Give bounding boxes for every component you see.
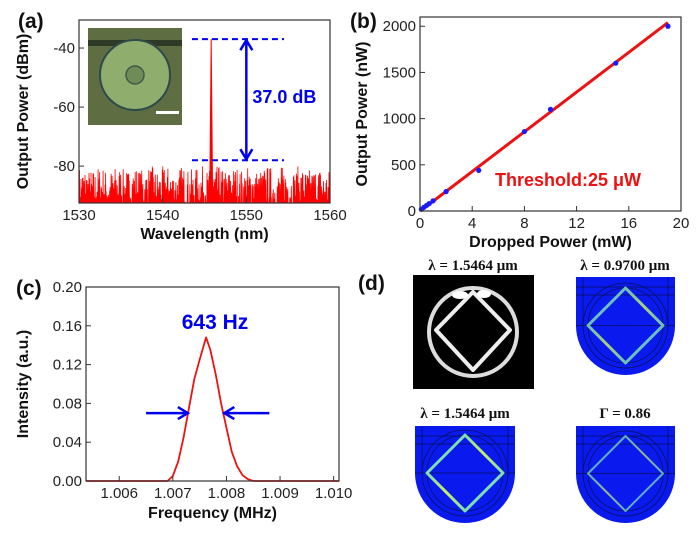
y-tick-label: -40	[53, 40, 75, 57]
y-tick-label: 0.00	[53, 473, 82, 490]
image-label-gamma: Γ = 0.86	[599, 406, 651, 422]
x-axis-title: Wavelength (nm)	[140, 226, 268, 243]
panel-c-linewidth: 643 Hz 1.006 1.007 1.008 1.009 1.010 0.00 0.04 0…	[15, 279, 352, 522]
image-label-0970: λ = 0.9700 μm	[580, 258, 670, 274]
threshold-annotation: Threshold:25 μW	[495, 170, 641, 190]
beat-spectrum-line	[86, 336, 339, 482]
noise-floor-line	[79, 166, 330, 203]
data-point	[521, 128, 528, 135]
data-point	[430, 198, 436, 204]
data-point	[547, 106, 554, 112]
outer-ring	[421, 429, 509, 517]
x-tick-label: 0	[416, 215, 424, 232]
y-tick-label: -80	[53, 158, 75, 175]
inset-scale-bar	[156, 111, 179, 114]
arrow-head-up	[239, 37, 254, 51]
y-tick-label: -60	[53, 99, 75, 116]
x-axis-title: Dropped Power (mW)	[469, 234, 632, 251]
whispering-gallery-mode-pattern	[587, 435, 664, 512]
inset-pedestal	[125, 65, 145, 85]
panel-label-b: (b)	[350, 10, 377, 33]
whispering-gallery-mode-pattern	[586, 286, 665, 365]
inset-micrograph	[88, 28, 182, 125]
simulated-mode-0970	[576, 277, 675, 375]
outer-ring	[582, 282, 669, 369]
x-tick-label: 1540	[146, 207, 179, 224]
linear-fit-line	[419, 21, 669, 213]
mode-overlap-image	[576, 426, 675, 523]
y-tick-label: 1000	[383, 111, 416, 128]
x-tick-label: 20	[673, 215, 690, 232]
x-tick-label: 1.010	[315, 485, 353, 502]
image-label-measured: λ = 1.5464 μm	[428, 258, 518, 274]
image-label-15464: λ = 1.5464 μm	[420, 406, 510, 422]
x-tick-label: 1.008	[208, 485, 246, 502]
y-tick-label: 0.04	[53, 434, 82, 451]
data-point	[613, 60, 619, 66]
fwhm-arrow-right-head	[221, 406, 235, 421]
y-tick-label: 0.20	[53, 279, 82, 296]
data-point	[426, 201, 432, 207]
fwhm-arrow-left-head	[177, 406, 191, 421]
plot-frame	[78, 19, 331, 204]
waveguide-shape	[576, 426, 675, 523]
x-tick-label: 1.007	[154, 485, 192, 502]
x-tick-label: 4	[468, 215, 476, 232]
difference-annotation: 37.0 dB	[252, 87, 316, 107]
plot-frame	[85, 286, 340, 482]
x-tick-label: 8	[520, 215, 528, 232]
x-axis-title: Frequency (MHz)	[148, 505, 277, 522]
waveguide-shape	[415, 426, 515, 523]
outer-ring	[582, 430, 669, 517]
x-tick-label: 1530	[62, 207, 95, 224]
y-tick-label: 1500	[383, 64, 416, 81]
panel-a-spectrum: 37.0 dB 1530 1540 1550 1560 -40 -60 -80 Waveleng…	[15, 19, 347, 243]
waveguide-shape	[576, 277, 675, 375]
whispering-gallery-mode-pattern	[425, 433, 505, 513]
y-tick-label: 0.08	[53, 395, 82, 412]
lasing-peak	[209, 39, 214, 203]
panel-label-d: (d)	[358, 272, 385, 295]
arrow-head-down	[239, 148, 254, 162]
x-tick-label: 12	[568, 215, 585, 232]
panel-d-mode-images: λ = 1.5464 μm λ = 0.9700 μm λ = 1.5464 μ…	[413, 258, 675, 523]
x-tick-label: 16	[620, 215, 637, 232]
panel-label-c: (c)	[16, 277, 42, 300]
y-axis-title: Output Power (dBm)	[15, 34, 32, 190]
y-axis-title: Intensity (a.u.)	[15, 330, 32, 438]
x-tick-label: 1.009	[261, 485, 299, 502]
spectrum-series	[79, 39, 330, 203]
linewidth-annotation: 643 Hz	[182, 311, 249, 334]
y-tick-label: 0.16	[53, 318, 82, 335]
plot-frame	[419, 16, 682, 212]
x-tick-label: 1550	[230, 207, 263, 224]
y-tick-label: 2000	[383, 18, 416, 35]
x-tick-label: 1560	[313, 207, 346, 224]
panel-b-threshold: Threshold:25 μW 0 4 8 12 16 20 0 500 1000 1500 2000…	[354, 16, 690, 251]
y-tick-label: 0.12	[53, 357, 82, 374]
data-point	[443, 189, 449, 195]
panel-label-a: (a)	[18, 10, 44, 33]
simulated-mode-15464	[415, 426, 515, 523]
data-point	[476, 167, 482, 173]
y-axis-title: Output Power (nW)	[354, 42, 371, 187]
measured-mode-image	[413, 275, 534, 389]
x-tick-label: 1.006	[100, 485, 138, 502]
data-point	[665, 23, 671, 29]
y-tick-label: 0	[408, 203, 416, 220]
y-tick-label: 500	[391, 157, 416, 174]
